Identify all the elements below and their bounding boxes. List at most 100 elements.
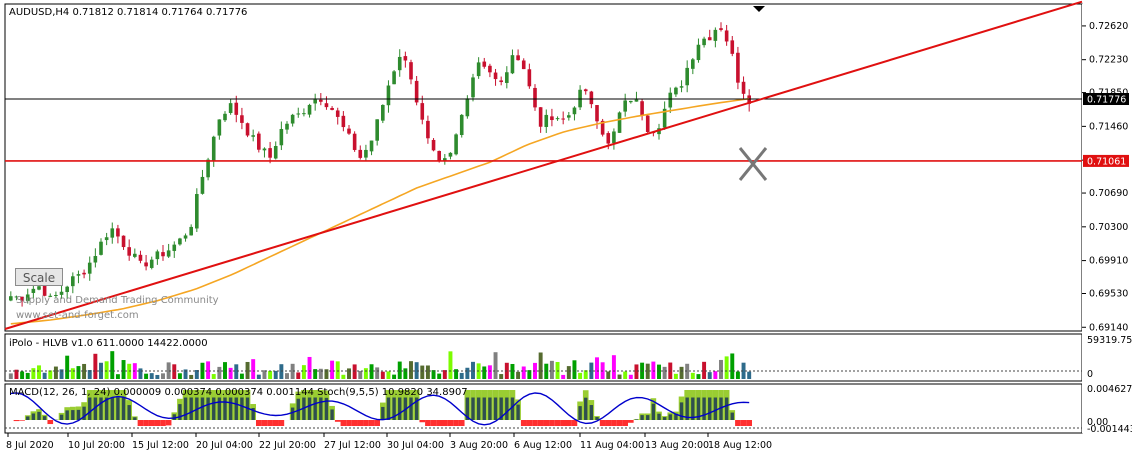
- candle-body: [679, 86, 684, 88]
- candle: [110, 222, 115, 244]
- macd-negative-bar: [13, 420, 20, 422]
- macd-histogram-bar: [116, 397, 120, 420]
- candle-body: [724, 30, 729, 42]
- candle: [471, 73, 475, 102]
- candle: [629, 100, 633, 104]
- candle-body: [420, 103, 425, 120]
- volume-bar: [719, 359, 723, 379]
- candle-body: [251, 135, 255, 137]
- candle-body: [262, 148, 267, 151]
- volume-bar: [217, 366, 222, 379]
- candle-body: [307, 104, 312, 115]
- x-tick-label: 22 Jul 20:00: [259, 440, 316, 451]
- candle-body: [290, 114, 295, 124]
- candle-body: [645, 115, 650, 133]
- y-tick-label: 0.69140: [1089, 322, 1128, 333]
- candle-body: [257, 133, 261, 150]
- volume-bar: [448, 351, 453, 379]
- volume-bar: [37, 365, 41, 379]
- volume-bar: [161, 373, 165, 379]
- macd-histogram-bar: [414, 397, 419, 420]
- macd-histogram-bar: [206, 397, 210, 420]
- macd-histogram-bar: [251, 408, 255, 420]
- macd-histogram-bar: [313, 397, 317, 420]
- macd-negative-bar: [351, 420, 358, 426]
- volume-bar: [268, 370, 273, 379]
- volume-title: iPolo - HLVB v1.0 611.0000 14422.0000: [9, 338, 208, 349]
- price-axis: [1082, 4, 1131, 433]
- candle-body: [178, 238, 182, 245]
- macd-histogram-bar: [37, 411, 41, 420]
- scale-button[interactable]: Scale: [15, 268, 63, 286]
- candle-body: [352, 133, 357, 150]
- candle-body: [358, 149, 363, 158]
- candle-body: [454, 134, 458, 155]
- volume-bar: [290, 363, 295, 379]
- candle: [454, 133, 458, 156]
- volume-bar: [454, 369, 459, 379]
- volume-bar: [48, 370, 53, 379]
- volume-bar: [313, 369, 318, 379]
- macd-negative-bar: [154, 420, 161, 426]
- volume-bar: [420, 365, 425, 379]
- volume-bar: [228, 367, 233, 379]
- oscillator-tick-label: 0.004627: [1087, 384, 1132, 395]
- candle-body: [426, 120, 430, 139]
- volume-bar: [617, 374, 622, 379]
- volume-bar: [59, 369, 64, 379]
- x-tick-label: 3 Aug 20:00: [450, 440, 508, 451]
- candle: [476, 57, 481, 79]
- volume-bar: [363, 368, 368, 379]
- candle-body: [144, 262, 148, 267]
- candle-body: [736, 52, 740, 83]
- candle: [138, 250, 143, 264]
- volume-bar: [104, 361, 109, 379]
- watermark-line1: Supply and Demand Trading Community: [16, 295, 219, 306]
- candle: [285, 121, 289, 134]
- candle: [65, 285, 69, 300]
- candle-body: [471, 77, 475, 98]
- macd-negative-bar: [599, 420, 606, 426]
- macd-histogram-bar: [392, 397, 396, 420]
- candle: [99, 238, 103, 256]
- macd-histogram-bar: [381, 406, 385, 420]
- macd-negative-bar: [436, 420, 442, 426]
- candle-body: [279, 129, 284, 146]
- candle-body: [595, 105, 599, 122]
- volume-bar: [409, 361, 413, 379]
- volume-bar: [651, 361, 656, 379]
- candle: [307, 103, 312, 118]
- candle-body: [65, 286, 69, 293]
- volume-bar: [155, 374, 160, 379]
- candle-body: [397, 56, 402, 71]
- candle-body: [521, 60, 526, 70]
- candle-body: [189, 226, 193, 236]
- candle-body: [149, 259, 154, 268]
- candle: [183, 233, 188, 242]
- candle-body: [561, 118, 565, 120]
- candle-body: [71, 276, 75, 287]
- volume-bar: [70, 368, 75, 379]
- macd-histogram-bar: [584, 397, 588, 420]
- macd-negative-bar: [611, 420, 617, 426]
- candle: [645, 114, 650, 134]
- candle: [409, 59, 413, 85]
- macd-histogram-bar: [31, 413, 36, 420]
- volume-bar: [735, 371, 740, 379]
- macd-negative-bar: [267, 420, 273, 426]
- macd-negative-bar: [143, 420, 149, 426]
- candle-body: [544, 114, 549, 127]
- volume-bar: [279, 364, 284, 379]
- candle-body: [9, 296, 13, 301]
- candle: [527, 63, 532, 89]
- x-tick-label: 13 Aug 20:00: [645, 440, 709, 451]
- candle: [550, 108, 554, 127]
- candle: [161, 245, 165, 261]
- chart-shift-marker-icon[interactable]: [753, 6, 765, 12]
- macd-histogram-bar: [183, 397, 188, 420]
- candle-body: [375, 119, 379, 141]
- candle: [369, 140, 374, 156]
- candle-body: [31, 288, 36, 293]
- volume-bar: [115, 374, 120, 379]
